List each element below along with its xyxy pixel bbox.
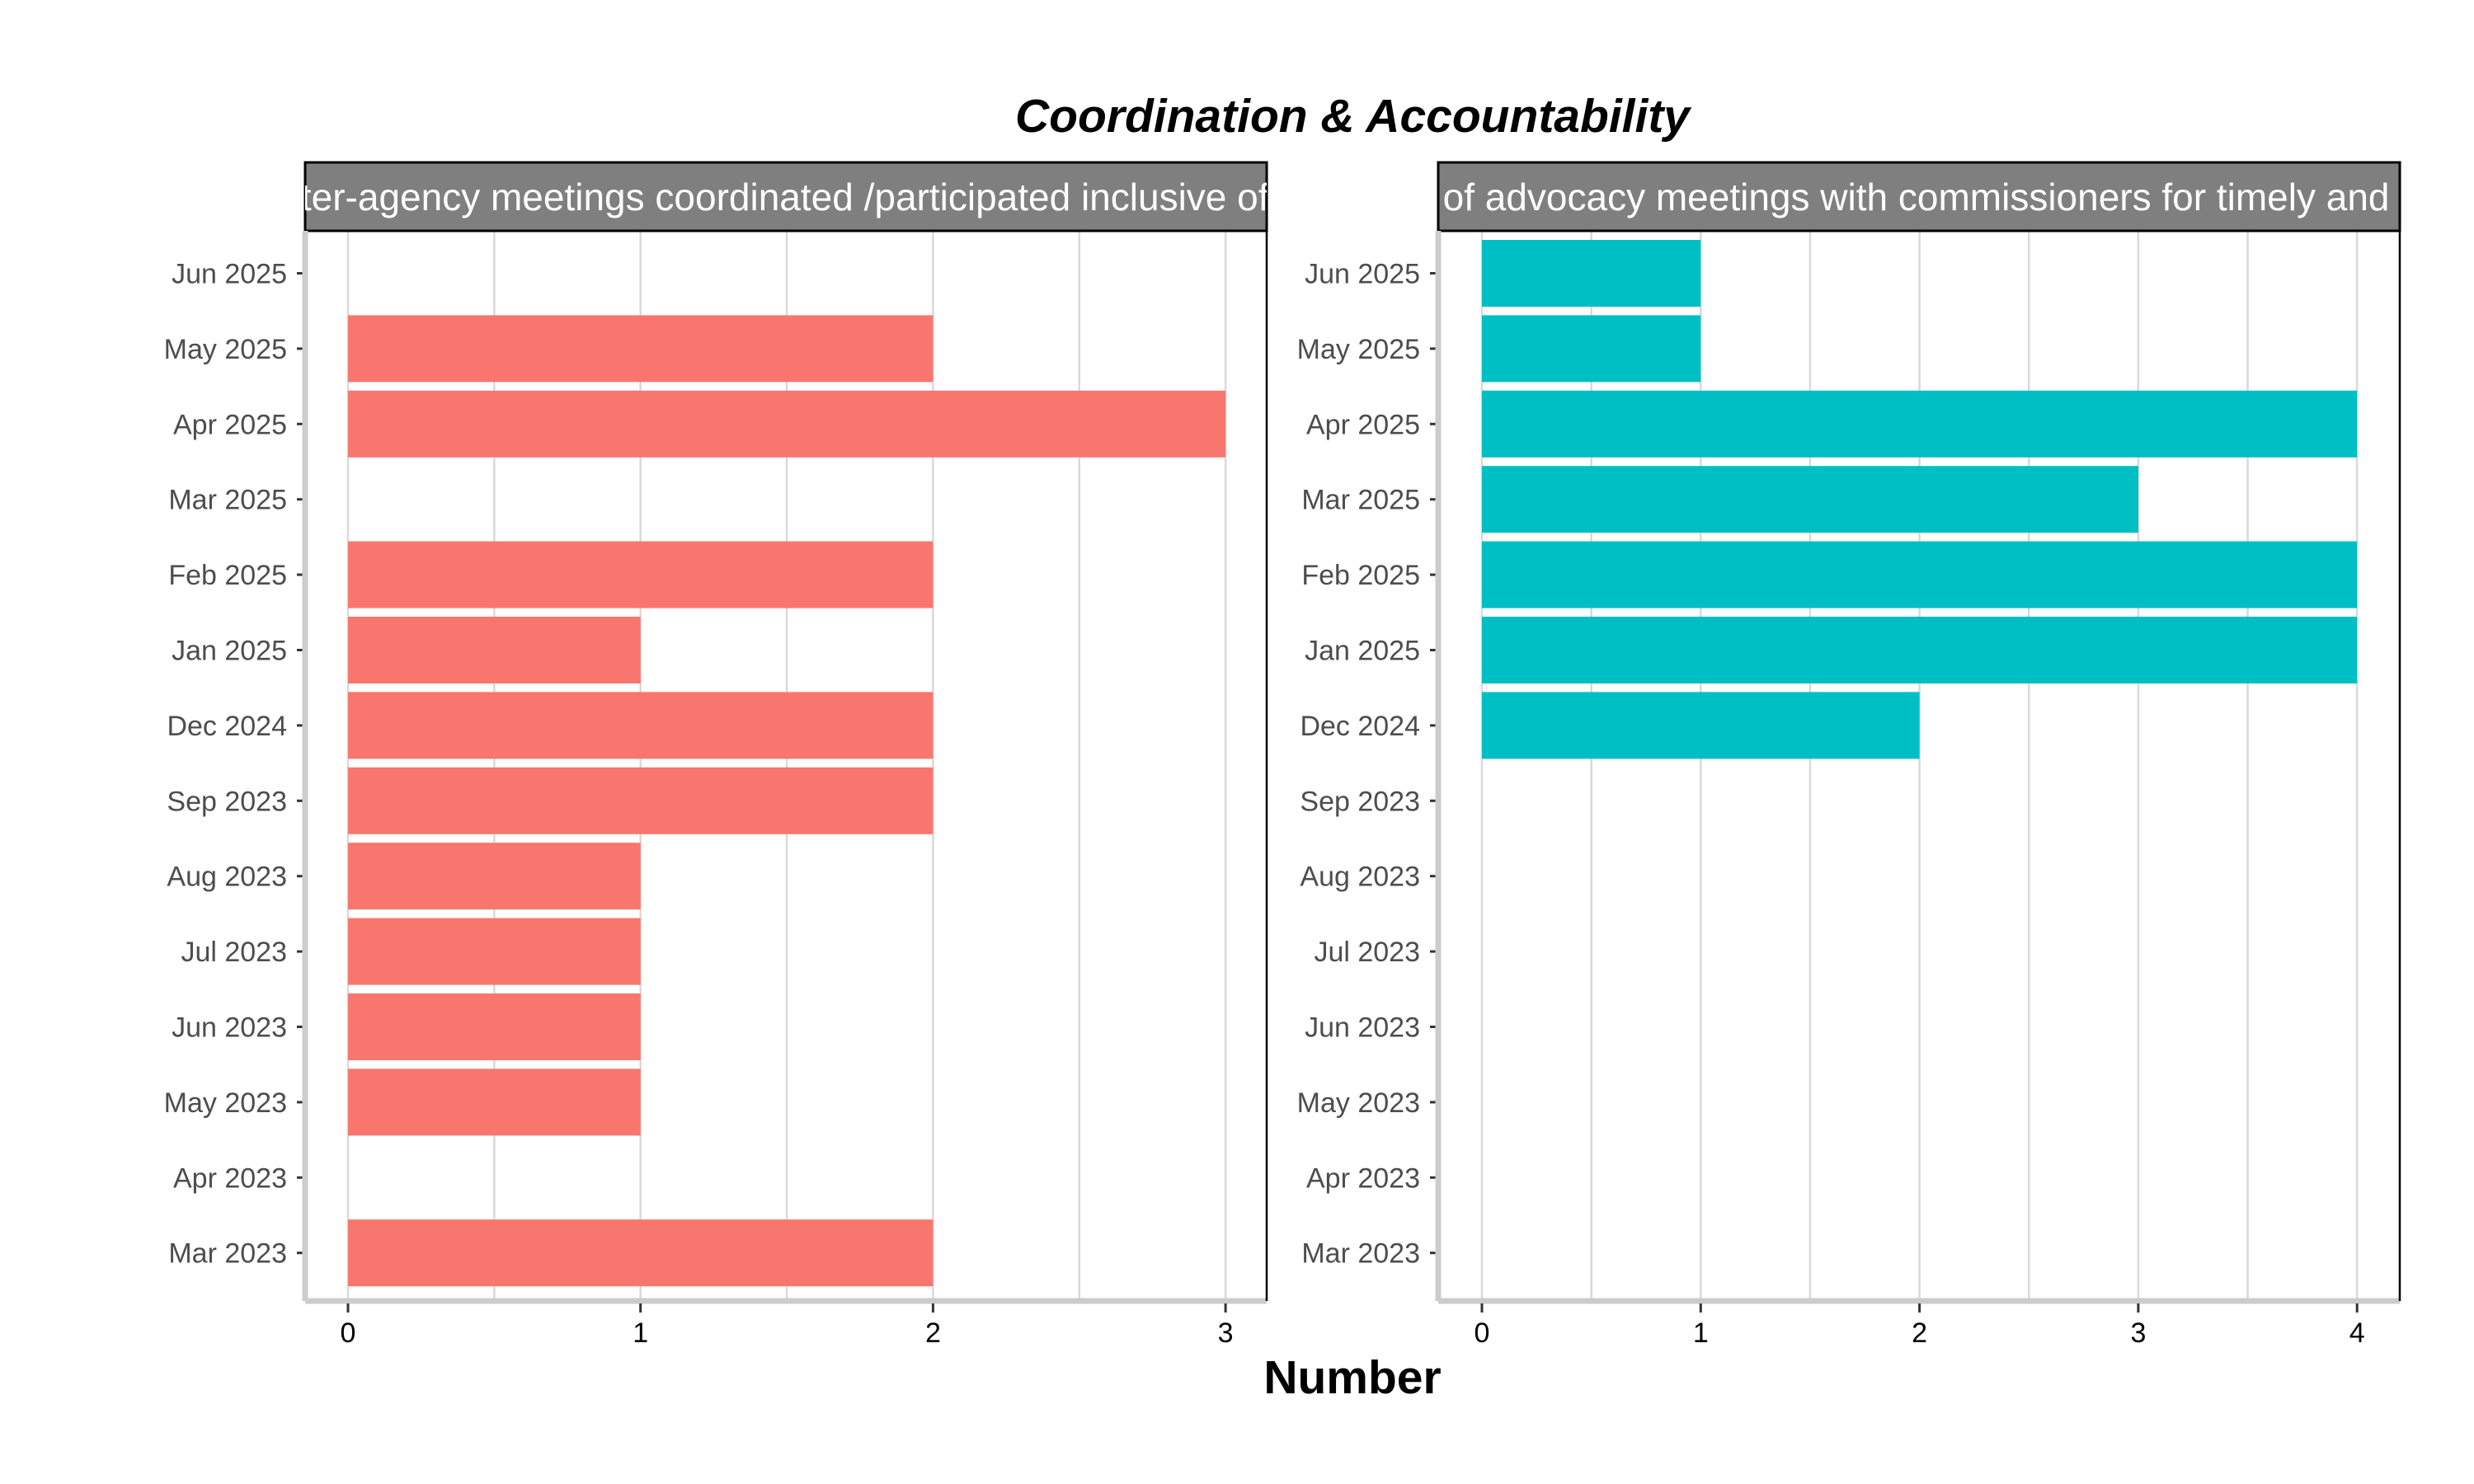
strip-left <box>303 161 1268 232</box>
bar <box>348 918 641 985</box>
y-tick-label: May 2023 <box>164 1087 287 1119</box>
panel-right: Number of advocacy meetings with commiss… <box>1297 161 2474 1349</box>
bar <box>348 843 641 910</box>
bar <box>348 692 934 759</box>
y-axis-right: Mar 2023 Apr 2023 May 2023 Jun 2023 Jul 2023… <box>1297 231 1442 1301</box>
y-tick-label: Sep 2023 <box>167 786 287 817</box>
x-tick-label: 2 <box>925 1317 941 1349</box>
x-axis-right: 0 1 2 3 4 <box>1438 231 2401 1349</box>
x-tick-label: 3 <box>2130 1317 2146 1349</box>
y-tick-label: May 2023 <box>1297 1087 1420 1119</box>
y-tick-label: Jan 2025 <box>1305 636 1420 667</box>
y-tick-label: Jul 2023 <box>181 937 287 968</box>
bar <box>348 315 934 383</box>
y-tick-label: Jun 2023 <box>1305 1012 1420 1044</box>
y-tick-label: Jan 2025 <box>172 636 287 667</box>
bar <box>348 1219 934 1287</box>
y-tick-label: Jun 2025 <box>1305 259 1420 290</box>
strip-right <box>1437 161 2401 232</box>
bar <box>348 993 641 1060</box>
bar <box>348 1068 641 1136</box>
y-tick-label: Aug 2023 <box>1300 862 1420 893</box>
bar <box>1482 390 2358 458</box>
x-tick-label: 3 <box>1218 1317 1234 1349</box>
y-tick-label: Mar 2023 <box>1301 1238 1420 1270</box>
x-tick-label: 1 <box>633 1317 648 1349</box>
strip-right-label: Number of advocacy meetings with commiss… <box>1297 176 2474 218</box>
y-tick-label: Dec 2024 <box>1300 711 1420 742</box>
bar <box>348 617 641 683</box>
y-tick-label: Jun 2023 <box>172 1012 287 1044</box>
y-axis-left: Mar 2023 Apr 2023 May 2023 Jun 2023 Jul 2023… <box>164 231 308 1301</box>
bar <box>348 390 1226 458</box>
y-tick-label: Apr 2023 <box>173 1162 287 1194</box>
bar <box>1482 541 2358 608</box>
x-tick-label: 4 <box>2349 1317 2365 1349</box>
y-tick-label: Sep 2023 <box>1300 786 1420 817</box>
y-tick-label: Mar 2023 <box>168 1238 287 1270</box>
y-tick-label: Jul 2023 <box>1314 937 1420 968</box>
x-axis-label: Number <box>1263 1351 1441 1404</box>
bar <box>1482 315 1701 383</box>
panel-left: Number of inter-agency meetings coordina… <box>84 161 1489 1349</box>
bars-right <box>1482 240 2358 759</box>
x-tick-label: 0 <box>1475 1317 1490 1349</box>
bar <box>1482 617 2358 683</box>
y-tick-label: Mar 2025 <box>1301 485 1420 516</box>
bars-left <box>348 315 1226 1287</box>
bar <box>1482 692 1920 759</box>
y-tick-label: Apr 2023 <box>1306 1162 1420 1194</box>
y-tick-label: May 2025 <box>164 334 287 365</box>
y-tick-label: Apr 2025 <box>1306 409 1420 440</box>
y-tick-label: May 2025 <box>1297 334 1420 365</box>
x-tick-label: 0 <box>341 1317 356 1349</box>
y-tick-label: Jun 2025 <box>172 259 287 290</box>
x-axis-left: 0 1 2 3 <box>305 231 1268 1349</box>
y-tick-label: Apr 2025 <box>173 409 287 440</box>
bar <box>348 767 934 834</box>
chart-title: Coordination & Accountability <box>1015 90 1692 143</box>
y-tick-label: Dec 2024 <box>167 711 287 742</box>
strip-left-label: Number of inter-agency meetings coordina… <box>84 176 1489 218</box>
y-tick-label: Feb 2025 <box>1301 560 1420 591</box>
y-tick-label: Aug 2023 <box>167 862 287 893</box>
x-tick-label: 2 <box>1912 1317 1927 1349</box>
x-tick-label: 1 <box>1693 1317 1709 1349</box>
bar <box>348 541 934 608</box>
bar <box>1482 466 2138 533</box>
bar <box>1482 240 1701 307</box>
y-tick-label: Mar 2025 <box>168 485 287 516</box>
y-tick-label: Feb 2025 <box>168 560 287 591</box>
